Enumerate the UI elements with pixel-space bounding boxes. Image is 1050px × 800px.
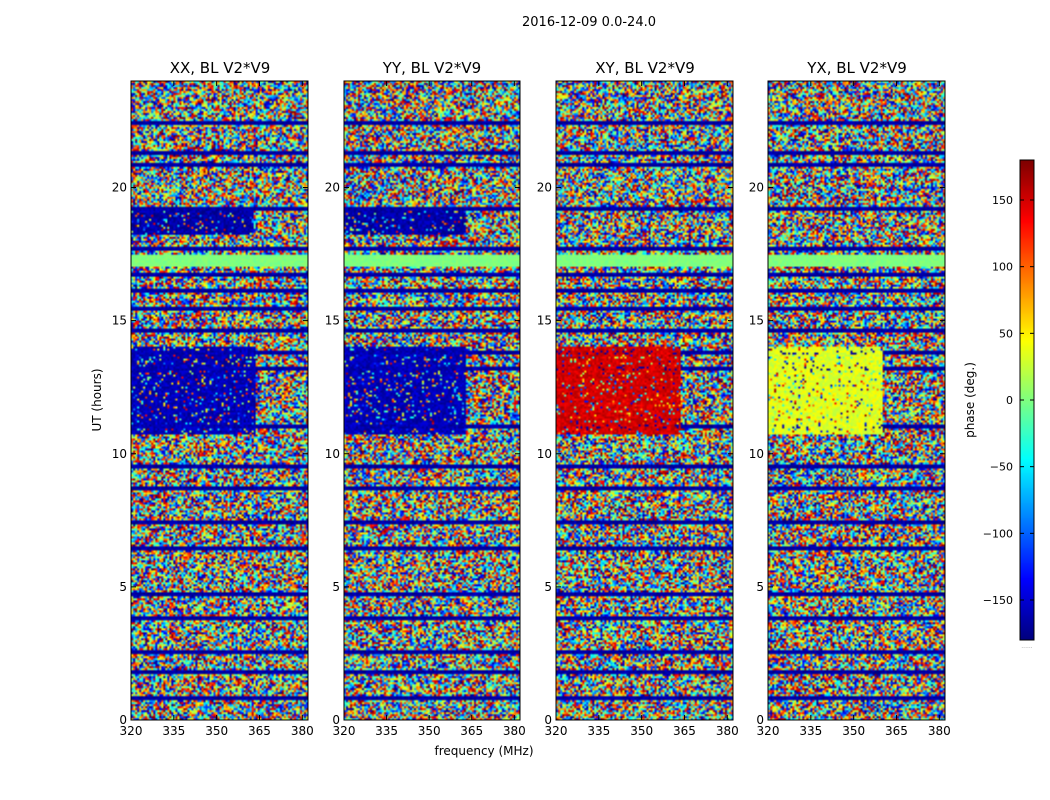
panel-yy-heatmap [344,81,520,720]
x-tick-label: 350 [205,724,228,738]
x-tick-label: 320 [120,724,143,738]
colorbar-tick-label: 100 [992,261,1013,274]
x-tick-label: 335 [799,724,822,738]
y-tick-label: 10 [749,447,764,461]
x-tick-label: 335 [162,724,185,738]
panel-xx-x-ticks: 320 335 350 365 380 [120,81,314,738]
y-tick-label: 20 [749,181,764,195]
panel-yx-frame [767,80,946,721]
y-tick-label: 15 [325,314,340,328]
colorbar-tick-label: 0 [1006,394,1013,407]
panel-xy-x-ticks: 320 335 350 365 380 [545,81,739,738]
y-tick-label: 15 [749,314,764,328]
panel-yx-x-ticks: 320 335 350 365 380 [757,81,951,738]
colorbar-tick-label: 50 [999,327,1013,340]
x-tick-label: 380 [291,724,314,738]
y-tick-label: 0 [544,713,552,727]
x-tick-label: 320 [757,724,780,738]
panel-yx: YX, BL V2*V9 320 335 350 365 380 0 5 10 15 20 [749,59,951,738]
x-tick-label: 380 [503,724,526,738]
y-tick-label: 0 [332,713,340,727]
x-tick-label: 380 [716,724,739,738]
x-tick-label: 365 [885,724,908,738]
x-tick-label: 365 [460,724,483,738]
panel-yx-y-ticks: 0 5 10 15 20 [749,181,945,727]
panel-xx-frame [130,80,309,721]
panel-xy-y-ticks: 0 5 10 15 20 [537,181,733,727]
x-tick-label: 320 [545,724,568,738]
x-tick-label: 365 [673,724,696,738]
y-axis-label: UT (hours) [90,368,104,431]
y-tick-label: 0 [119,713,127,727]
colorbar-ticks: −150 −100 −50 0 50 100 150 [983,194,1034,607]
panel-xy: XY, BL V2*V9 320 335 350 365 380 0 5 10 15 20 [537,59,739,738]
panel-xx-heatmap [131,81,308,720]
x-tick-label: 335 [375,724,398,738]
panel-xx-y-ticks: 0 5 10 15 20 [112,181,308,727]
panel-xx-title: XX, BL V2*V9 [170,59,271,77]
colorbar-tick-label: −150 [983,594,1013,607]
colorbar: −150 −100 −50 0 50 100 150 phase (deg.) ...... [963,159,1035,650]
panel-yx-title: YX, BL V2*V9 [806,59,907,77]
y-tick-label: 15 [537,314,552,328]
y-tick-label: 20 [325,181,340,195]
colorbar-label: phase (deg.) [963,362,977,438]
panel-yy-title: YY, BL V2*V9 [382,59,481,77]
y-tick-label: 5 [119,580,127,594]
y-tick-label: 0 [756,713,764,727]
x-axis-label: frequency (MHz) [434,744,533,758]
y-tick-label: 10 [537,447,552,461]
panel-xy-frame [555,80,734,721]
x-tick-label: 335 [587,724,610,738]
panel-yy-frame [343,80,521,721]
y-tick-label: 5 [332,580,340,594]
colorbar-tick-label: −50 [990,461,1013,474]
y-tick-label: 5 [544,580,552,594]
x-tick-label: 380 [928,724,951,738]
figure-suptitle: 2016-12-09 0.0-24.0 [522,15,656,30]
colorbar-tick-label: −100 [983,527,1013,540]
panel-xy-title: XY, BL V2*V9 [595,59,695,77]
x-tick-label: 350 [630,724,653,738]
y-tick-label: 20 [537,181,552,195]
x-tick-label: 350 [418,724,441,738]
panel-xy-heatmap [556,81,733,720]
colorbar-footer: ...... [1021,643,1033,650]
x-tick-label: 350 [842,724,865,738]
x-tick-label: 320 [333,724,356,738]
y-tick-label: 5 [756,580,764,594]
y-tick-label: 10 [112,447,127,461]
panel-yy-y-ticks: 0 5 10 15 20 [325,181,520,727]
colorbar-tick-label: 150 [992,194,1013,207]
colorbar-gradient [1020,160,1034,640]
y-tick-label: 10 [325,447,340,461]
panel-yy: YY, BL V2*V9 320 335 350 365 380 0 5 10 15 20 [325,59,526,738]
panel-yy-x-ticks: 320 335 350 365 380 [333,81,526,738]
y-tick-label: 15 [112,314,127,328]
panel-yx-heatmap [768,81,945,720]
x-tick-label: 365 [248,724,271,738]
panel-xx: XX, BL V2*V9 320 335 350 365 380 0 5 10 15 20 [112,59,314,738]
y-tick-label: 20 [112,181,127,195]
